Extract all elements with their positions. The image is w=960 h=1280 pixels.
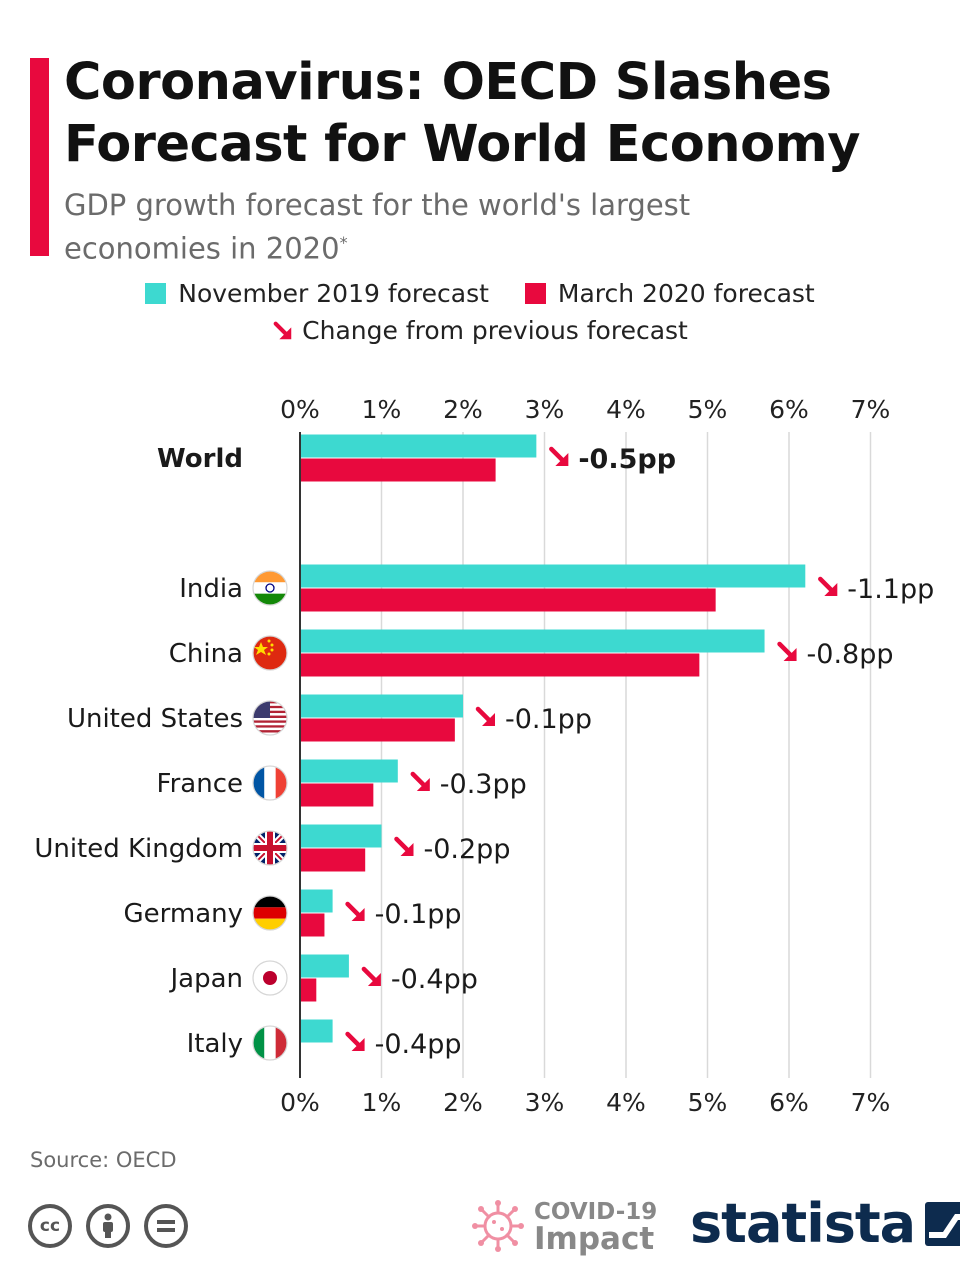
category-label: Germany xyxy=(123,899,243,929)
change-label: -0.1pp xyxy=(375,899,462,930)
tick-label-bottom: 5% xyxy=(688,1088,728,1117)
tick-label-bottom: 7% xyxy=(851,1088,891,1117)
change-label: -1.1pp xyxy=(847,574,934,605)
bar-nov-2019 xyxy=(300,824,382,848)
legend-swatch-mar xyxy=(524,283,546,304)
cc-icon: cc xyxy=(28,1204,72,1248)
change-label: -0.3pp xyxy=(440,769,527,800)
tick-label-bottom: 6% xyxy=(769,1088,809,1117)
italy-flag-icon xyxy=(252,1025,288,1061)
bar-nov-2019 xyxy=(300,759,398,783)
covid-impact-badge: COVID-19 Impact xyxy=(470,1198,658,1257)
bar-nov-2019 xyxy=(300,889,333,913)
down-right-arrow-icon xyxy=(777,641,797,661)
tick-label-top: 3% xyxy=(525,395,565,424)
japan-flag-icon xyxy=(252,960,288,996)
chart-area: 0% 0% 1% 1% 2% 2% 3% 3% 4% 4% 5% 5% 6% 6% 7% 7% World -0… xyxy=(34,395,934,1117)
chart-subtitle: GDP growth forecast for the world's larg… xyxy=(64,186,764,268)
bar-mar-2020 xyxy=(300,913,325,937)
category-label: India xyxy=(179,574,243,604)
category-label: Japan xyxy=(168,964,243,994)
india-flag-icon xyxy=(252,570,288,606)
down-right-arrow-icon xyxy=(345,901,365,921)
down-right-arrow-icon xyxy=(273,321,292,339)
tick-label-top: 7% xyxy=(851,395,891,424)
change-label: -0.8pp xyxy=(807,639,894,670)
subtitle-footnote-mark: * xyxy=(339,233,348,252)
tick-label-top: 6% xyxy=(769,395,809,424)
virus-icon xyxy=(472,1200,524,1252)
subtitle-text: GDP growth forecast for the world's larg… xyxy=(64,188,691,266)
bar-nov-2019 xyxy=(300,564,806,588)
tick-label-top: 1% xyxy=(362,395,402,424)
bar-nov-2019 xyxy=(300,694,463,718)
no-derivatives-icon xyxy=(144,1204,188,1248)
tick-label-bottom: 2% xyxy=(443,1088,483,1117)
tick-label-top: 5% xyxy=(688,395,728,424)
down-right-arrow-icon xyxy=(549,446,569,466)
legend-label-mar: March 2020 forecast xyxy=(557,279,815,308)
bar-mar-2020 xyxy=(300,588,716,612)
category-label: United States xyxy=(67,704,243,734)
statista-logo-mark xyxy=(925,1201,960,1246)
legend-label-nov: November 2019 forecast xyxy=(178,279,489,308)
attribution-icon xyxy=(86,1204,130,1248)
change-label: -0.5pp xyxy=(578,444,676,475)
impact-label: Impact xyxy=(534,1221,655,1257)
tick-label-bottom: 0% xyxy=(280,1088,320,1117)
change-label: -0.1pp xyxy=(505,704,592,735)
tick-label-top: 0% xyxy=(280,395,320,424)
brand-name: statista xyxy=(690,1192,916,1255)
france-flag-icon xyxy=(252,765,288,801)
change-label: -0.2pp xyxy=(424,834,511,865)
bar-nov-2019 xyxy=(300,954,349,978)
legend-change-row: Change from previous forecast xyxy=(0,316,960,348)
category-label: Italy xyxy=(187,1029,243,1059)
bar-mar-2020 xyxy=(300,653,700,677)
legend-swatch-nov xyxy=(145,283,167,304)
down-right-arrow-icon xyxy=(394,836,414,856)
change-label: -0.4pp xyxy=(391,964,478,995)
bar-nov-2019 xyxy=(300,434,537,458)
license-icons: cc xyxy=(28,1204,188,1248)
bar-nov-2019 xyxy=(300,1019,333,1043)
category-label: World xyxy=(157,444,243,474)
tick-label-bottom: 1% xyxy=(362,1088,402,1117)
tick-label-top: 4% xyxy=(606,395,646,424)
tick-label-bottom: 4% xyxy=(606,1088,646,1117)
legend-item-change: Change from previous forecast xyxy=(272,316,688,345)
germany-flag-icon xyxy=(252,895,288,931)
source-note: Source: OECD xyxy=(30,1148,177,1172)
statista-logo: statista xyxy=(690,1192,960,1255)
down-right-arrow-icon xyxy=(410,771,430,791)
bar-nov-2019 xyxy=(300,629,765,653)
usa-flag-icon xyxy=(252,700,288,736)
chart-title: Coronavirus: OECD Slashes Forecast for W… xyxy=(64,53,861,174)
bar-mar-2020 xyxy=(300,783,374,807)
down-right-arrow-icon xyxy=(818,576,838,596)
down-right-arrow-icon xyxy=(361,966,381,986)
bar-mar-2020 xyxy=(300,978,317,1002)
category-label: France xyxy=(157,769,243,799)
category-label: United Kingdom xyxy=(34,834,243,864)
down-right-arrow-icon xyxy=(345,1031,365,1051)
china-flag-icon xyxy=(252,635,288,671)
legend-item-nov: November 2019 forecast xyxy=(145,279,489,308)
change-label: -0.4pp xyxy=(375,1029,462,1060)
category-label: China xyxy=(169,639,243,669)
covid-label: COVID-19 xyxy=(534,1199,658,1225)
bar-mar-2020 xyxy=(300,458,496,482)
bar-mar-2020 xyxy=(300,848,366,872)
uk-flag-icon xyxy=(252,830,288,866)
tick-label-top: 2% xyxy=(443,395,483,424)
legend-label-change: Change from previous forecast xyxy=(302,316,688,345)
covid-impact-text: COVID-19 Impact xyxy=(534,1199,658,1257)
bar-mar-2020 xyxy=(300,718,455,742)
legend-item-mar: March 2020 forecast xyxy=(524,279,815,308)
tick-label-bottom: 3% xyxy=(525,1088,565,1117)
down-right-arrow-icon xyxy=(475,706,495,726)
title-accent-bar xyxy=(30,58,49,256)
legend: November 2019 forecast March 2020 foreca… xyxy=(0,279,960,310)
